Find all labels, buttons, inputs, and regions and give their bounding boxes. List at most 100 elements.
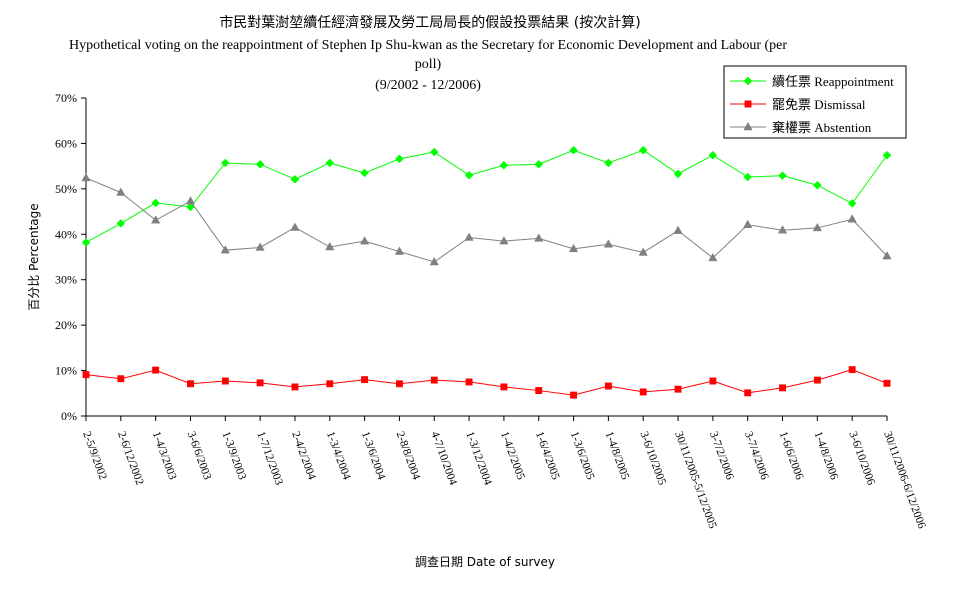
point-dismissal: [779, 384, 786, 392]
x-tick-label: 30/11/2006-6/12/2006: [881, 430, 927, 531]
x-tick-label: 4-7/10/2004: [428, 430, 459, 487]
point-reappointment: [812, 180, 822, 190]
legend: 續任票 Reappointment 罷免票 Dismissal 棄權票 Absten…: [723, 65, 907, 139]
x-tick-label: 1-3/4/2004: [324, 430, 353, 482]
point-reappointment: [464, 170, 474, 180]
point-dismissal: [535, 387, 543, 395]
x-tick-label: 1-6/4/2005: [533, 430, 562, 482]
point-abstention: [185, 196, 196, 205]
point-abstention: [429, 256, 439, 266]
point-dismissal: [187, 380, 194, 388]
x-tick-label: 3-6/10/2006: [846, 430, 877, 487]
chart-subtitle-line1: Hypothetical voting on the reappointment…: [69, 38, 787, 53]
point-abstention: [81, 172, 91, 182]
point-dismissal: [639, 388, 647, 396]
y-tick-label: 50%: [55, 182, 77, 196]
point-reappointment: [499, 160, 509, 170]
x-tick-label: 1-6/6/2006: [777, 430, 806, 482]
point-reappointment: [569, 145, 578, 155]
point-dismissal: [152, 366, 160, 374]
point-reappointment: [360, 168, 369, 178]
point-abstention: [151, 215, 161, 224]
x-tick-label: 2-4/2/2004: [289, 430, 318, 482]
x-tick-label: 1-4/2/2005: [498, 430, 527, 482]
x-tick-label: 1-7/12/2003: [254, 430, 285, 487]
point-abstention: [568, 243, 579, 253]
point-dismissal: [500, 383, 508, 391]
x-tick-label: 2-8/8/2004: [394, 430, 423, 482]
point-reappointment: [604, 158, 613, 168]
point-reappointment: [325, 158, 335, 168]
point-reappointment: [743, 172, 753, 182]
point-dismissal: [848, 366, 856, 374]
point-dismissal: [744, 389, 752, 397]
series-line-abstention: [85, 177, 888, 263]
point-dismissal: [395, 380, 403, 388]
point-dismissal: [813, 376, 821, 384]
point-reappointment: [220, 158, 230, 168]
point-reappointment: [151, 198, 161, 208]
point-abstention: [638, 247, 648, 256]
point-abstention: [673, 225, 683, 234]
x-tick-label: 2-5/9/2002: [80, 430, 109, 482]
point-abstention: [116, 187, 126, 196]
point-reappointment: [847, 199, 857, 208]
x-tick-label: 1-3/12/2004: [463, 430, 494, 487]
series-line-dismissal: [85, 369, 888, 396]
point-abstention: [743, 219, 753, 228]
point-reappointment: [290, 174, 300, 184]
point-abstention: [847, 214, 857, 223]
point-dismissal: [465, 378, 473, 386]
y-tick-label: 0%: [61, 409, 77, 423]
x-tick-label: 3-7/4/2006: [742, 430, 771, 482]
point-abstention: [220, 245, 230, 254]
point-reappointment: [534, 159, 544, 169]
x-tick-label: 3-6/10/2005: [637, 430, 668, 487]
point-dismissal: [291, 383, 299, 391]
point-abstention: [812, 222, 822, 232]
point-abstention: [534, 233, 544, 242]
x-tick-label: 1-3/9/2003: [219, 430, 248, 482]
y-tick-label: 30%: [55, 273, 77, 287]
point-reappointment: [778, 171, 787, 181]
y-tick-label: 70%: [55, 91, 77, 105]
x-axis-label: 調查日期 Date of survey: [415, 555, 555, 569]
point-abstention: [777, 225, 788, 234]
x-tick-label: 2-6/12/2002: [115, 430, 146, 487]
point-dismissal: [221, 377, 229, 385]
point-dismissal: [674, 385, 682, 393]
point-abstention: [464, 232, 474, 241]
point-dismissal: [256, 379, 264, 387]
y-tick-label: 20%: [55, 318, 77, 332]
point-reappointment: [638, 145, 648, 155]
x-tick-label: 3-6/6/2003: [185, 430, 214, 482]
point-abstention: [882, 251, 892, 260]
x-tick-label: 1-3/6/2004: [359, 430, 388, 482]
point-abstention: [359, 236, 370, 245]
legend-label-dismissal: 罷免票 Dismissal: [772, 97, 866, 112]
series-line-reappointment: [85, 149, 888, 243]
point-reappointment: [708, 150, 718, 160]
y-axis-label: 百分比 Percentage: [27, 203, 41, 310]
point-abstention: [394, 246, 405, 255]
x-tick-label: 1-3/6/2005: [568, 430, 597, 482]
legend-marker-dismissal: [744, 100, 752, 108]
point-dismissal: [883, 379, 891, 387]
point-dismissal: [117, 375, 125, 383]
point-dismissal: [430, 376, 438, 384]
point-dismissal: [361, 376, 369, 384]
point-dismissal: [326, 380, 334, 388]
point-abstention: [499, 236, 509, 245]
point-dismissal: [709, 377, 717, 385]
legend-box: [723, 65, 907, 139]
x-tick-label: 1-4/8/2006: [812, 430, 841, 482]
y-tick-label: 40%: [55, 227, 77, 241]
point-reappointment: [395, 154, 404, 164]
legend-label-abstention: 棄權票 Abstention: [772, 120, 872, 135]
plot-area: 0% 10% 20% 30% 40% 50% 60% 70% 2-5/9/2002 2-6/12/…: [55, 91, 928, 531]
point-reappointment: [882, 150, 892, 160]
x-tick-label: 3-7/2/2006: [707, 430, 736, 482]
chart-title: 市民對葉澍堃續任經濟發展及勞工局局長的假設投票結果 (按次計算): [219, 14, 640, 31]
chart-subtitle-line2: poll): [415, 57, 442, 72]
legend-marker-reappointment: [743, 76, 753, 86]
